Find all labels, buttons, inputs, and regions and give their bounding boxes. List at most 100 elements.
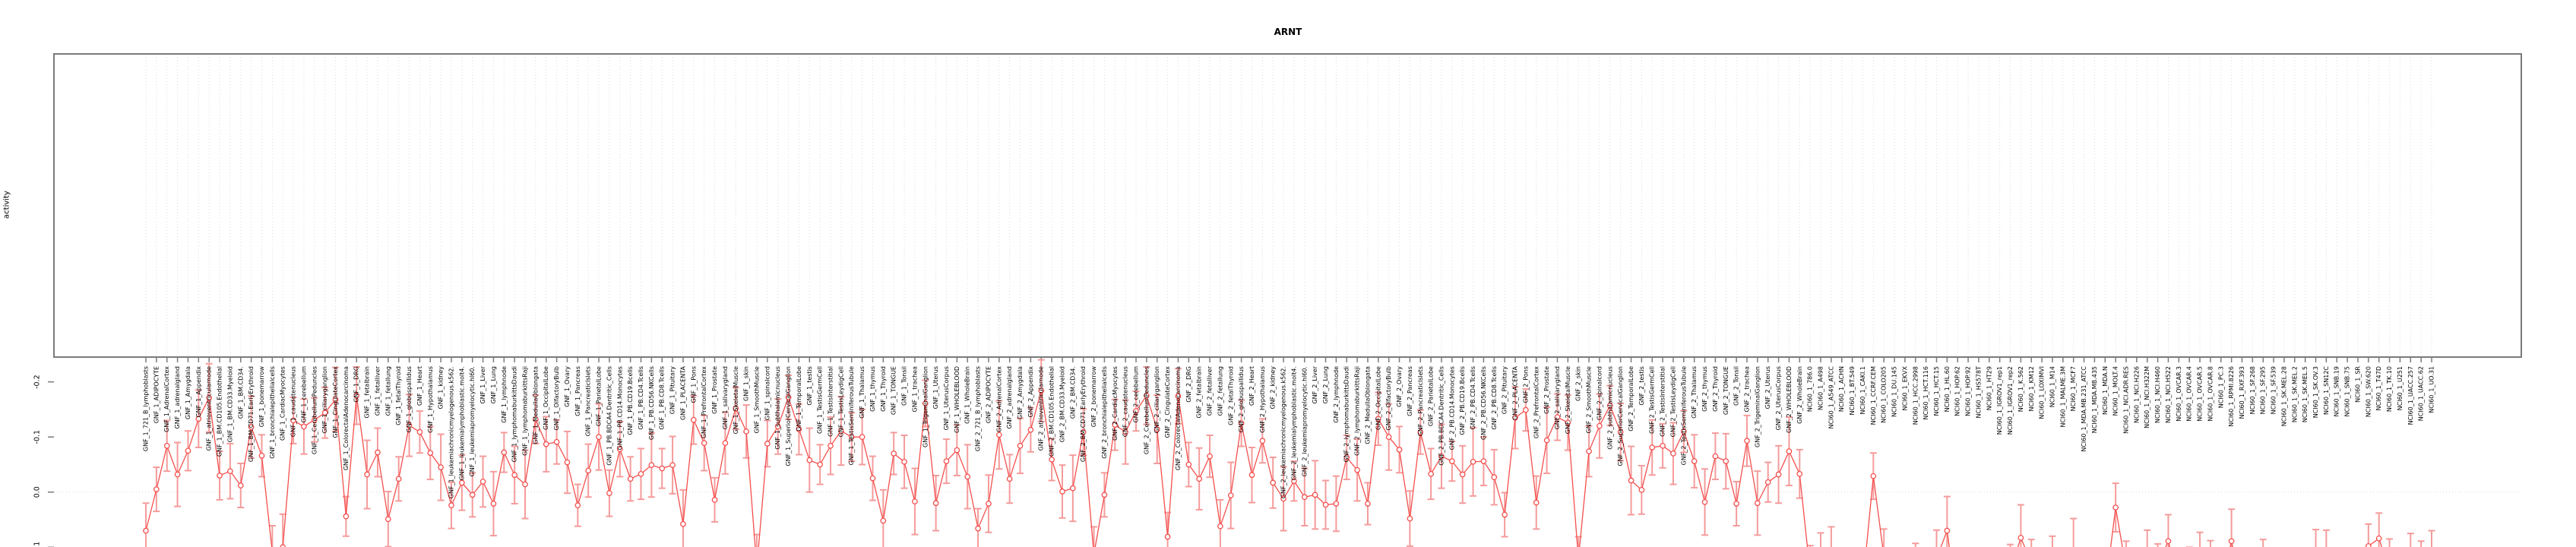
data-point <box>585 467 592 474</box>
svg-text:GNF_1_ADIPOCYTE: GNF_1_ADIPOCYTE <box>153 366 160 423</box>
data-point <box>943 458 950 464</box>
data-point <box>680 520 686 527</box>
svg-text:GNF_1_SkeletalMuscle: GNF_1_SkeletalMuscle <box>733 366 739 434</box>
svg-text:GNF_2_Appendix: GNF_2_Appendix <box>1027 366 1034 418</box>
svg-text:NCI60_1_MDA.MB.231_ATCC: NCI60_1_MDA.MB.231_ATCC <box>2081 366 2087 452</box>
data-point <box>395 476 402 482</box>
svg-text:NCI60_1_K.562: NCI60_1_K.562 <box>2017 366 2024 412</box>
svg-text:GNF_2_BM.CD71.EarlyErythroid: GNF_2_BM.CD71.EarlyErythroid <box>1080 366 1087 462</box>
data-point <box>1491 474 1498 480</box>
data-point <box>1069 485 1076 492</box>
svg-text:GNF_2_ciliaryganglion: GNF_2_ciliaryganglion <box>1154 366 1160 433</box>
svg-text:GNF_2_leukemialymphoblastic.mo: GNF_2_leukemialymphoblastic.molt4. <box>1290 366 1297 480</box>
svg-text:GNF_1_lymphomaburkittsDaudi: GNF_1_lymphomaburkittsDaudi <box>511 366 518 463</box>
svg-text:GNF_2_lymphomaburkittsRaji: GNF_2_lymphomaburkittsRaji <box>1354 366 1361 456</box>
svg-text:GNF_2_adrenalgland: GNF_2_adrenalgland <box>1006 366 1013 428</box>
svg-text:GNF_1_fetalThyroid: GNF_1_fetalThyroid <box>395 366 402 425</box>
data-point <box>1586 448 1592 454</box>
data-point <box>616 446 623 453</box>
svg-text:GNF_2_TestisLeydigCell: GNF_2_TestisLeydigCell <box>1669 366 1676 437</box>
data-point <box>817 461 824 468</box>
svg-text:GNF_2_Thyroid: GNF_2_Thyroid <box>1712 366 1719 412</box>
svg-text:GNF_2_CerebellumPeduncles: GNF_2_CerebellumPeduncles <box>1143 366 1150 454</box>
svg-text:GNF_1_skin: GNF_1_skin <box>743 366 750 401</box>
svg-text:NCI60_1_HS578T: NCI60_1_HS578T <box>1975 366 1982 419</box>
svg-text:GNF_2_trachea: GNF_2_trachea <box>1743 366 1750 413</box>
svg-text:GNF_1_TrigeminalGanglion: GNF_1_TrigeminalGanglion <box>922 366 929 447</box>
svg-text:GNF_2_TrigeminalGanglion: GNF_2_TrigeminalGanglion <box>1754 366 1761 447</box>
data-point <box>1944 527 1951 534</box>
chart-title: ARNT <box>1274 27 1302 37</box>
data-point <box>1407 515 1413 522</box>
data-point <box>143 527 149 534</box>
data-point <box>1870 473 1877 479</box>
data-point <box>301 423 307 430</box>
svg-text:GNF_1_fetallung: GNF_1_fetallung <box>385 366 391 416</box>
svg-text:GNF_1_trachea: GNF_1_trachea <box>911 366 918 413</box>
data-point <box>995 432 1002 438</box>
data-point <box>1217 523 1223 530</box>
data-point <box>1754 500 1761 507</box>
svg-text:GNF_1_Pancreas: GNF_1_Pancreas <box>574 366 581 416</box>
svg-text:GNF_2_bonemarrow: GNF_2_bonemarrow <box>1090 366 1097 428</box>
svg-text:NCI60_1_SF.295: NCI60_1_SF.295 <box>2260 366 2267 414</box>
svg-text:GNF_1_TONGUE: GNF_1_TONGUE <box>891 366 897 415</box>
data-point <box>1670 451 1676 457</box>
svg-text:0.1: 0.1 <box>33 542 42 547</box>
svg-text:GNF_1_WHOLEBLOOD: GNF_1_WHOLEBLOOD <box>954 366 960 433</box>
svg-text:GNF_2_Pancreas: GNF_2_Pancreas <box>1407 366 1413 416</box>
svg-text:GNF_2_Thalamus: GNF_2_Thalamus <box>1691 366 1698 419</box>
svg-text:GNF_2_ParietalLobe: GNF_2_ParietalLobe <box>1428 366 1435 426</box>
svg-text:GNF_1_SuperiorCervicalGanglion: GNF_1_SuperiorCervicalGanglion <box>785 366 792 466</box>
data-point <box>1701 498 1708 505</box>
svg-text:GNF_2_cerebellum: GNF_2_cerebellum <box>1133 366 1140 423</box>
svg-text:GNF_1_kidney: GNF_1_kidney <box>438 366 445 409</box>
svg-text:GNF_2_BM.CD105.Endothelial: GNF_2_BM.CD105.Endothelial <box>1049 366 1055 457</box>
svg-text:GNF_1_BM.CD34.: GNF_1_BM.CD34. <box>237 366 244 419</box>
svg-text:NCI60_1_KM12: NCI60_1_KM12 <box>2028 366 2035 412</box>
data-point <box>828 442 834 449</box>
vertical-gridlines <box>145 54 2432 357</box>
svg-text:GNF_1_CardiacMyocytes: GNF_1_CardiacMyocytes <box>280 366 286 441</box>
svg-text:NCI60_1_NCI.H522: NCI60_1_NCI.H522 <box>2165 366 2172 423</box>
data-point <box>1385 434 1392 441</box>
svg-text:GNF_1_leukemiachronicmyelogeno: GNF_1_leukemiachronicmyelogenous.k562. <box>448 366 454 498</box>
data-point <box>722 440 729 447</box>
x-axis-ticks <box>145 357 2432 362</box>
svg-text:NCI60_1_A498: NCI60_1_A498 <box>1818 366 1824 410</box>
data-point <box>1101 492 1108 498</box>
svg-text:GNF_2_Heart: GNF_2_Heart <box>1248 366 1255 406</box>
svg-text:GNF_1_Hypothalamus: GNF_1_Hypothalamus <box>427 366 434 433</box>
data-point <box>912 498 918 504</box>
svg-text:GNF_1_globuspallidus: GNF_1_globuspallidus <box>406 366 413 432</box>
data-point <box>1691 458 1698 464</box>
svg-text:GNF_1_cerebellum: GNF_1_cerebellum <box>300 366 307 423</box>
data-point <box>669 462 676 469</box>
svg-text:NCI60_1_SF.539: NCI60_1_SF.539 <box>2271 366 2277 414</box>
data-point <box>479 479 486 485</box>
svg-text:NCI60_1_SK.OV.3: NCI60_1_SK.OV.3 <box>2312 366 2319 418</box>
svg-text:-0.1: -0.1 <box>33 430 42 444</box>
data-point <box>627 476 634 482</box>
data-point <box>1112 422 1119 428</box>
data-point <box>1764 479 1771 485</box>
svg-text:GNF_1_MedullaOblongata: GNF_1_MedullaOblongata <box>532 366 539 444</box>
svg-text:GNF_2_skin: GNF_2_skin <box>1575 366 1582 401</box>
data-point <box>1133 408 1139 414</box>
svg-text:NCI60_1_ACHN: NCI60_1_ACHN <box>1838 366 1845 412</box>
svg-text:GNF_2_leukemiachronicmyelogeno: GNF_2_leukemiachronicmyelogenous.k562. <box>1280 366 1287 498</box>
data-point <box>1175 393 1182 400</box>
svg-text:GNF_2_globuspallidus: GNF_2_globuspallidus <box>1238 366 1245 432</box>
data-point <box>1597 422 1603 429</box>
data-point <box>375 449 381 456</box>
svg-text:GNF_1_UterusCorpus: GNF_1_UterusCorpus <box>943 366 950 430</box>
svg-text:GNF_2_SmoothMuscle: GNF_2_SmoothMuscle <box>1586 366 1593 434</box>
svg-text:GNF_2_caudatenucleus: GNF_2_caudatenucleus <box>1122 366 1129 437</box>
svg-text:GNF_1_TestisSeminiferousTubule: GNF_1_TestisSeminiferousTubule <box>848 366 855 465</box>
data-point <box>1786 448 1793 454</box>
svg-text:GNF_2_TONGUE: GNF_2_TONGUE <box>1723 366 1729 415</box>
svg-text:NCI60_1_SR: NCI60_1_SR <box>2354 366 2361 403</box>
data-point <box>1396 447 1403 453</box>
svg-text:GNF_1_subthalamicnucleus: GNF_1_subthalamicnucleus <box>774 366 781 450</box>
